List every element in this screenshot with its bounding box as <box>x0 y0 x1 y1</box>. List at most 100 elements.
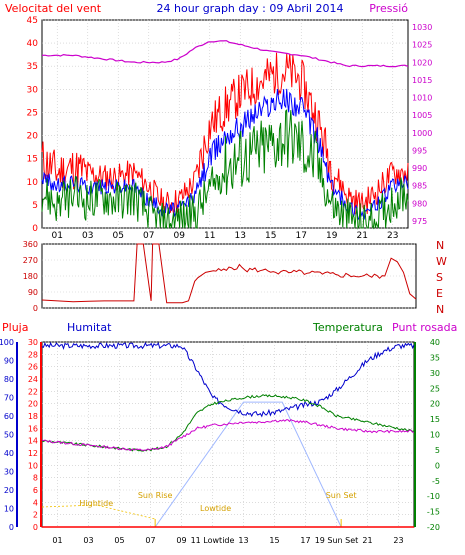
hour-tick-label: 11 <box>204 231 215 241</box>
rain-tick-label: 12 <box>28 449 38 458</box>
humidity-tick-label: 0 <box>9 523 14 532</box>
temperature-tick-label: -10 <box>427 492 440 501</box>
rain-tick-label: 28 <box>28 350 38 359</box>
hour-tick-label: 15 <box>269 536 279 545</box>
pressure-tick-label: 990 <box>412 164 427 173</box>
rain-axis-bar <box>40 342 42 527</box>
hour-tick-label: 03 <box>83 536 93 545</box>
temperature-tick-label: -5 <box>432 477 440 486</box>
pressure-tick-label: 995 <box>412 146 427 155</box>
humidity-tick-label: 90 <box>4 357 14 366</box>
humidity-tick-label: 50 <box>4 431 14 440</box>
temperature-tick-label: 5 <box>435 446 440 455</box>
rain-tick-label: 2 <box>33 511 38 520</box>
hour-tick-label: 17 <box>296 231 307 241</box>
temperature-tick-label: -15 <box>427 508 440 517</box>
hour-tick-label: 07 <box>145 536 155 545</box>
humidity-line <box>41 341 415 418</box>
temperature-tick-label: 30 <box>430 369 440 378</box>
hour-tick-label: 03 <box>82 231 93 241</box>
rain-tick-label: 24 <box>28 375 38 384</box>
temperature-tick-label: 25 <box>430 384 440 393</box>
pressure-line <box>41 40 409 68</box>
rain-axis-title: Pluja <box>2 321 28 334</box>
wind-direction-line <box>41 243 417 304</box>
rain-tick-label: 8 <box>33 474 38 483</box>
hour-tick-label: 21 <box>362 536 372 545</box>
humidity-tick-label: 10 <box>4 505 14 514</box>
direction-tick-label: 90 <box>28 288 38 297</box>
rain-tick-label: 4 <box>33 498 38 507</box>
hour-tick-label: 11 Lowtide <box>191 536 235 545</box>
compass-label: E <box>436 287 443 300</box>
wind-tick-label: 0 <box>32 224 38 234</box>
direction-tick-label: 270 <box>23 256 38 265</box>
wind-tick-label: 5 <box>32 201 38 211</box>
rain-tick-label: 0 <box>33 523 38 532</box>
rain-tick-label: 26 <box>28 363 38 372</box>
temperature-line <box>41 394 415 452</box>
pressure-tick-label: 1020 <box>412 58 432 67</box>
hour-tick-label: 05 <box>114 536 124 545</box>
humidity-tick-label: 100 <box>0 338 14 347</box>
hour-tick-label: 01 <box>52 536 62 545</box>
temperature-tick-label: 10 <box>430 431 440 440</box>
humidity-tick-label: 80 <box>4 375 14 384</box>
hour-tick-label: 07 <box>143 231 154 241</box>
direction-tick-label: 360 <box>23 240 38 249</box>
wind-tick-label: 35 <box>27 62 38 72</box>
rain-tick-label: 22 <box>28 387 38 396</box>
pressure-tick-label: 1000 <box>412 129 432 138</box>
page-title: 24 hour graph day : 09 Abril 2014 <box>157 2 344 15</box>
dewpoint-line <box>41 418 414 451</box>
humidity-temperature-chart: 0246810121416182022242628300102030405060… <box>0 338 440 545</box>
pressure-tick-label: 1015 <box>412 76 432 85</box>
direction-tick-label: 0 <box>33 304 38 313</box>
pressure-tick-label: 1030 <box>412 23 432 32</box>
hour-tick-label: 09 <box>174 231 186 241</box>
pressure-tick-label: 975 <box>412 217 427 226</box>
humidity-axis-title: Humitat <box>67 321 112 334</box>
wind-tick-label: 30 <box>27 85 39 95</box>
temperature-axis-bar <box>414 342 416 527</box>
wind-tick-label: 15 <box>27 155 38 165</box>
pressure-tick-label: 1025 <box>412 41 432 50</box>
tide-sun-annotation: Lowtide <box>200 504 231 513</box>
tide-sun-annotation: Sun Set <box>326 491 357 500</box>
wind-min-line <box>41 108 409 230</box>
hour-tick-label: 01 <box>52 231 63 241</box>
hour-tick-label: 15 <box>265 231 276 241</box>
wind-axis-title: Velocitat del vent <box>5 2 102 15</box>
hour-tick-label: 17 <box>300 536 310 545</box>
tide-sun-annotation: Sun Rise <box>138 491 173 500</box>
wind-pressure-chart: 0510152025303540459759809859909951000100… <box>27 16 433 241</box>
pressure-tick-label: 985 <box>412 182 427 191</box>
temperature-tick-label: 20 <box>430 400 440 409</box>
temperature-tick-label: 35 <box>430 353 440 362</box>
rain-tick-label: 10 <box>28 461 38 470</box>
humidity-tick-label: 40 <box>4 449 14 458</box>
temperature-tick-label: 15 <box>430 415 440 424</box>
compass-label: N <box>436 239 444 252</box>
compass-label: W <box>436 255 447 268</box>
rain-tick-label: 20 <box>28 400 38 409</box>
hour-tick-label: 21 <box>357 231 368 241</box>
wind-tick-label: 10 <box>27 178 39 188</box>
hour-tick-label: 09 <box>176 536 186 545</box>
pressure-tick-label: 980 <box>412 199 427 208</box>
humidity-axis-bar <box>16 342 18 527</box>
pressure-tick-label: 1010 <box>412 94 432 103</box>
hour-tick-label: 23 <box>393 536 403 545</box>
temperature-axis-title: Temperatura <box>312 321 383 334</box>
pressure-tick-label: 1005 <box>412 111 432 120</box>
pressure-axis-title: Pressió <box>369 2 408 15</box>
wind-tick-label: 20 <box>27 132 39 142</box>
rain-tick-label: 30 <box>28 338 38 347</box>
hour-tick-label: 05 <box>113 231 124 241</box>
hour-tick-label: 19 Sun Set <box>315 536 359 545</box>
rain-tick-label: 14 <box>28 437 38 446</box>
sun-elevation-line <box>154 401 342 528</box>
